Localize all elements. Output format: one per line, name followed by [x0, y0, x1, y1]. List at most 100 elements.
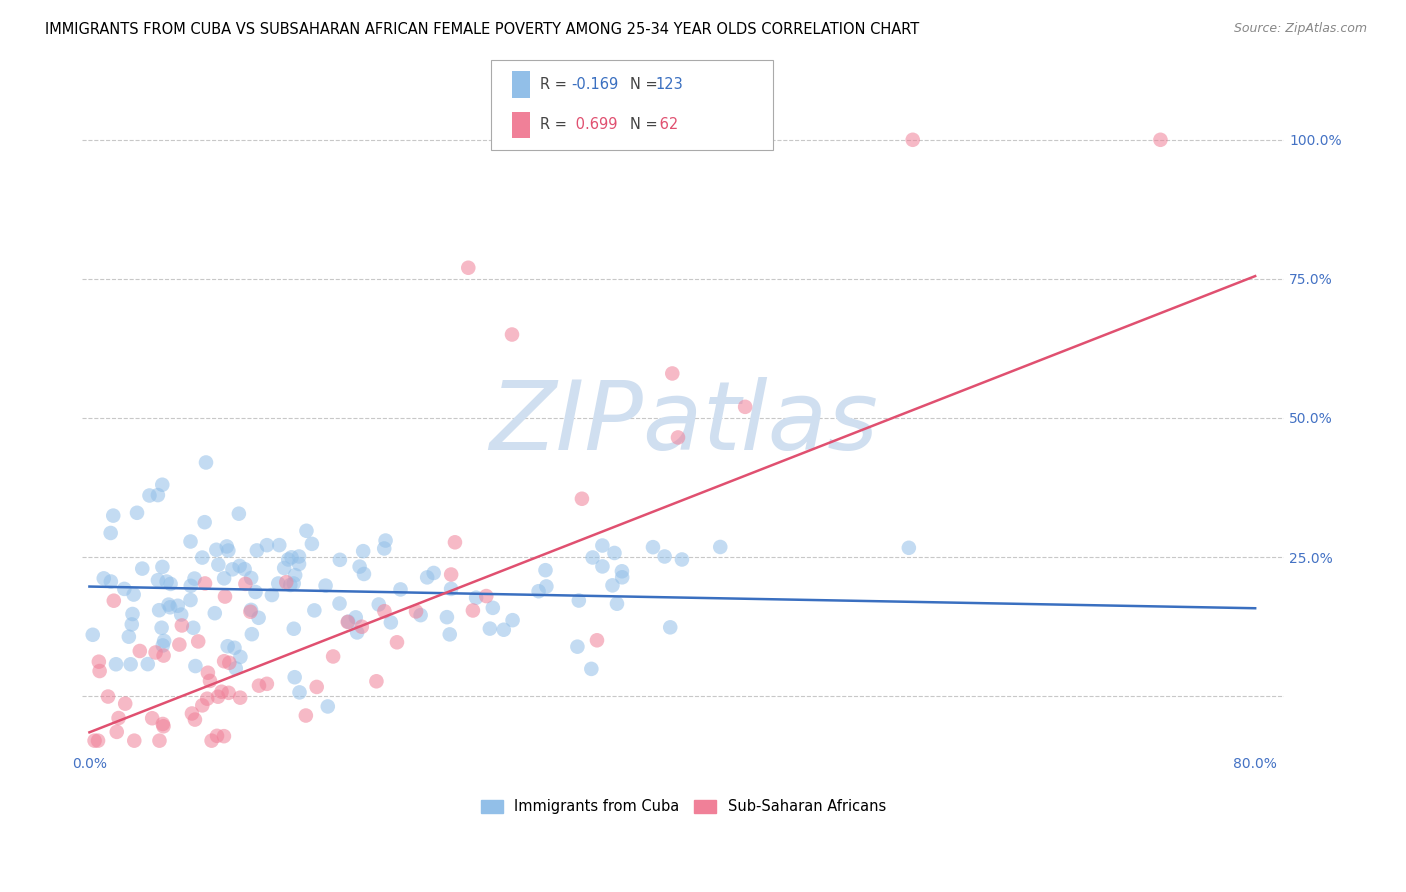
- Point: [180, 534, 202, 549]
- Point: [141, 711, 163, 725]
- Point: [131, 561, 153, 575]
- Point: [214, 590, 236, 604]
- Point: [568, 593, 591, 607]
- Text: -0.169: -0.169: [571, 78, 619, 92]
- Point: [112, 582, 135, 596]
- Point: [240, 627, 263, 641]
- Point: [591, 559, 613, 574]
- Point: [416, 570, 439, 584]
- Point: [198, 673, 221, 688]
- Point: [367, 598, 389, 612]
- Point: [269, 538, 291, 552]
- Point: [152, 717, 174, 731]
- Point: [207, 690, 229, 704]
- Point: [159, 600, 181, 615]
- Point: [82, 628, 104, 642]
- Text: N =: N =: [630, 78, 662, 92]
- Point: [138, 488, 160, 502]
- Point: [288, 549, 311, 564]
- Point: [128, 644, 150, 658]
- Text: 62: 62: [655, 118, 679, 132]
- Point: [366, 674, 388, 689]
- Point: [606, 597, 628, 611]
- Text: 123: 123: [655, 78, 683, 92]
- Point: [118, 630, 141, 644]
- Point: [661, 367, 683, 381]
- Point: [246, 543, 269, 558]
- Point: [316, 699, 339, 714]
- Point: [211, 684, 233, 698]
- Point: [586, 633, 609, 648]
- Point: [457, 260, 479, 275]
- Point: [218, 656, 240, 670]
- Point: [201, 733, 224, 747]
- Point: [215, 540, 238, 554]
- Point: [170, 618, 193, 632]
- Point: [183, 572, 205, 586]
- Point: [245, 585, 267, 599]
- Point: [301, 537, 323, 551]
- Point: [207, 558, 229, 572]
- Point: [284, 670, 307, 684]
- Text: N =: N =: [630, 118, 662, 132]
- Text: Source: ZipAtlas.com: Source: ZipAtlas.com: [1233, 22, 1367, 36]
- Point: [502, 613, 524, 627]
- Point: [288, 685, 311, 699]
- Point: [194, 515, 217, 529]
- Point: [373, 604, 395, 618]
- Point: [591, 539, 613, 553]
- Point: [89, 664, 111, 678]
- Point: [212, 654, 235, 668]
- Point: [536, 579, 558, 593]
- Point: [191, 550, 214, 565]
- Point: [482, 600, 505, 615]
- Point: [121, 617, 143, 632]
- Point: [229, 649, 252, 664]
- Text: IMMIGRANTS FROM CUBA VS SUBSAHARAN AFRICAN FEMALE POVERTY AMONG 25-34 YEAR OLDS : IMMIGRANTS FROM CUBA VS SUBSAHARAN AFRIC…: [45, 22, 920, 37]
- Point: [440, 582, 463, 596]
- Point: [170, 607, 193, 622]
- Point: [581, 662, 603, 676]
- Point: [169, 638, 191, 652]
- Point: [603, 546, 626, 560]
- Text: R =: R =: [540, 118, 571, 132]
- Point: [534, 563, 557, 577]
- Point: [125, 506, 148, 520]
- Point: [187, 634, 209, 648]
- Point: [247, 679, 270, 693]
- Point: [152, 560, 174, 574]
- Point: [233, 562, 256, 576]
- Point: [610, 564, 633, 578]
- Point: [278, 578, 301, 592]
- Text: ZIPatlas: ZIPatlas: [489, 377, 877, 470]
- Point: [283, 576, 305, 591]
- Point: [350, 620, 373, 634]
- Point: [152, 719, 174, 733]
- Point: [478, 622, 501, 636]
- Point: [344, 610, 367, 624]
- Point: [256, 677, 278, 691]
- Point: [239, 605, 262, 619]
- Point: [156, 574, 179, 589]
- Point: [100, 526, 122, 541]
- Point: [247, 611, 270, 625]
- Point: [228, 558, 250, 573]
- Point: [349, 559, 371, 574]
- Point: [277, 552, 299, 566]
- Point: [380, 615, 402, 630]
- Point: [87, 655, 110, 669]
- Point: [353, 566, 375, 581]
- Point: [150, 477, 173, 491]
- Point: [191, 698, 214, 713]
- Point: [221, 562, 243, 576]
- Point: [157, 598, 180, 612]
- Point: [224, 640, 246, 655]
- Point: [440, 567, 463, 582]
- Point: [217, 639, 239, 653]
- Point: [734, 400, 756, 414]
- Point: [659, 620, 682, 634]
- Point: [93, 571, 115, 585]
- Point: [218, 686, 240, 700]
- Point: [152, 639, 174, 653]
- Point: [444, 535, 467, 549]
